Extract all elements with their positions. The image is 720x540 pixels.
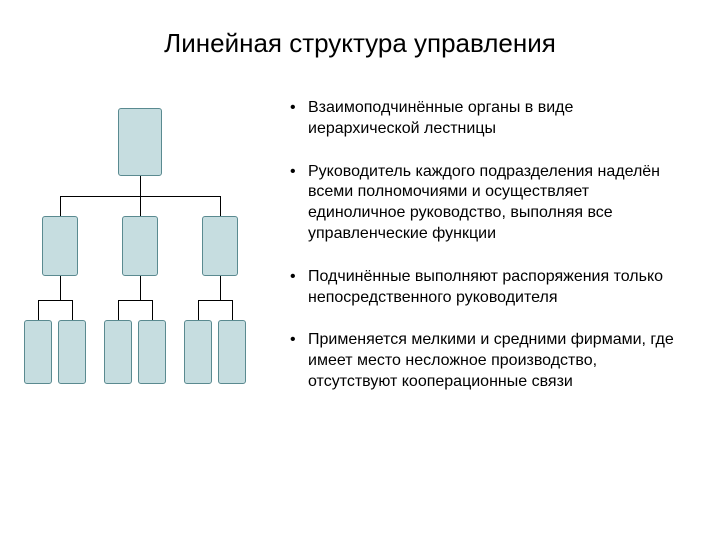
org-node xyxy=(184,320,212,384)
bullet-item: Руководитель каждого подразделения надел… xyxy=(290,162,680,245)
content-row: Взаимоподчинённые органы в виде иерархич… xyxy=(0,98,720,438)
org-node xyxy=(138,320,166,384)
bullet-item: Применяется мелкими и средними фирмами, … xyxy=(290,330,680,392)
bullet-item: Подчинённые выполняют распоряжения тольк… xyxy=(290,267,680,309)
org-node xyxy=(202,216,238,276)
org-node xyxy=(218,320,246,384)
org-tree-diagram xyxy=(0,98,280,438)
bullet-item: Взаимоподчинённые органы в виде иерархич… xyxy=(290,98,680,140)
org-node xyxy=(58,320,86,384)
slide-title: Линейная структура управления xyxy=(0,28,720,59)
org-node xyxy=(118,108,162,176)
org-node xyxy=(104,320,132,384)
org-node xyxy=(24,320,52,384)
org-node xyxy=(122,216,158,276)
bullet-list: Взаимоподчинённые органы в виде иерархич… xyxy=(280,98,720,438)
org-node xyxy=(42,216,78,276)
